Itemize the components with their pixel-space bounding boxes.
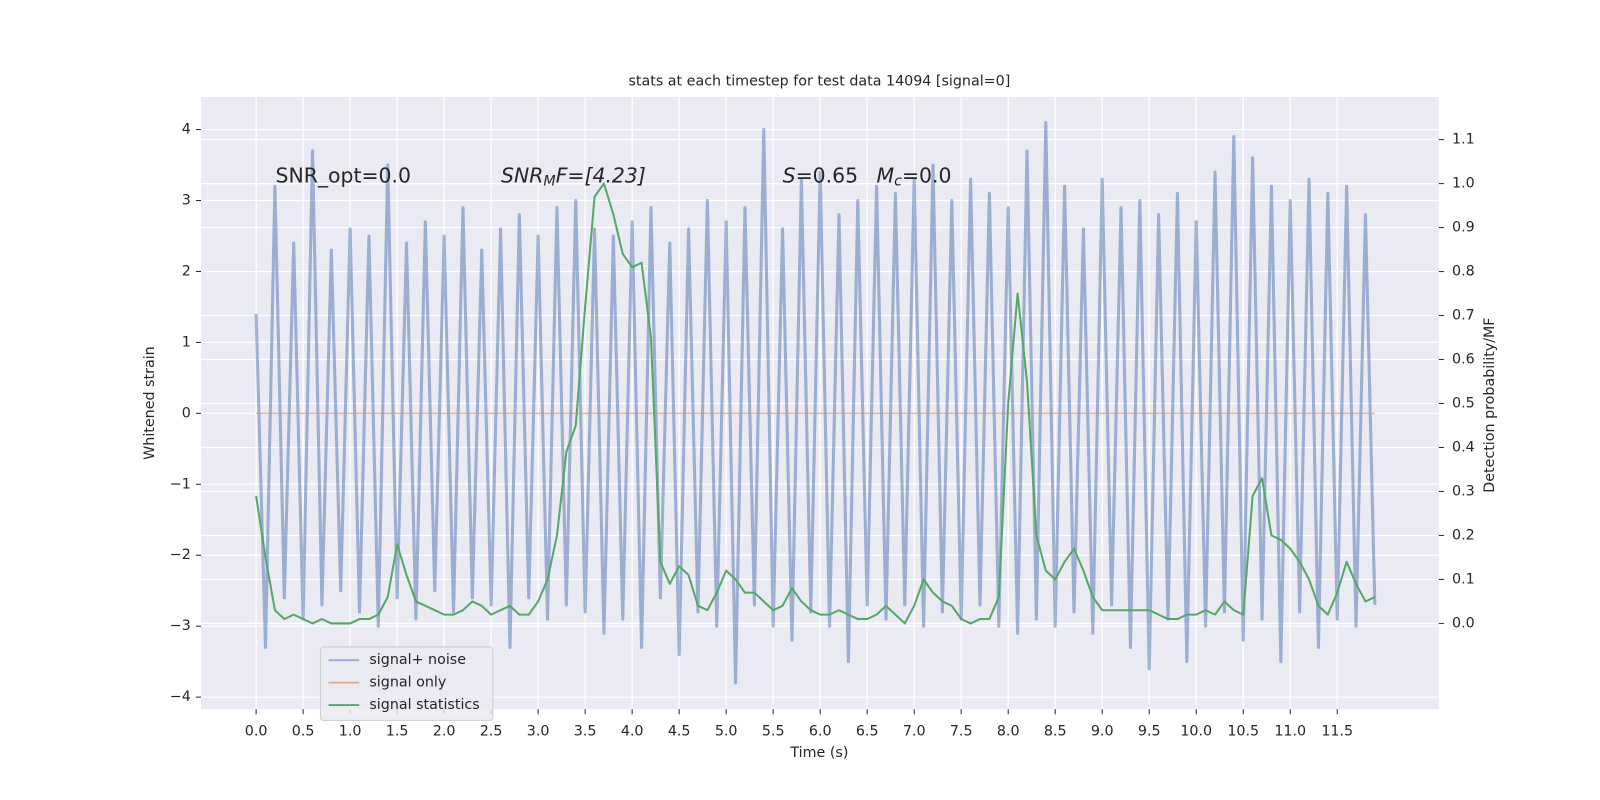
y2-tick-label: 0.5	[1452, 396, 1475, 412]
x-tick-label: 0.5	[292, 724, 315, 740]
x-tick-label: 9.5	[1138, 724, 1161, 740]
legend-label: signal statistics	[369, 697, 479, 713]
y2-tick-label: 0.7	[1452, 308, 1475, 324]
annotation-rest: =0.0	[902, 164, 952, 188]
y-tick-label: −1	[170, 476, 191, 492]
legend-box	[319, 646, 494, 721]
x-tick-label: 11.5	[1321, 724, 1353, 740]
x-tick-label: 8.0	[997, 724, 1020, 740]
annotation-sub: M	[543, 174, 555, 190]
x-tick-label: 0.0	[245, 724, 268, 740]
legend: signal+ noise signal only signal statistic…	[319, 646, 494, 721]
x-tick-label: 9.0	[1091, 724, 1114, 740]
x-tick-label: 6.5	[856, 724, 879, 740]
x-tick-label: 10.0	[1180, 724, 1212, 740]
annotation-text: SNR_opt=0.0	[276, 164, 412, 189]
annotation-sub: c	[894, 174, 902, 190]
plot-lines	[254, 120, 1377, 685]
y-tick-label: 2	[182, 263, 191, 279]
x-tick-label: 2.0	[433, 724, 456, 740]
annotation-base: S	[783, 164, 796, 188]
legend-label: signal only	[369, 675, 446, 691]
x-tick-label: 8.5	[1044, 724, 1067, 740]
y-tick-label: 0	[182, 405, 191, 421]
x-tick-label: 4.0	[621, 724, 644, 740]
overlay: 0.0 0.5 1.0 1.5 2.0 2.5 3.0 3.5 4.0 4.5 5.0 5.5 6.0 6…	[170, 122, 1475, 740]
x-tick-label: 6.0	[809, 724, 832, 740]
x-tick-label: 4.5	[668, 724, 691, 740]
y2-tick-label: 0.2	[1452, 527, 1475, 543]
y2-tick-label: 0.8	[1452, 264, 1475, 280]
y-tick-label: −4	[170, 689, 191, 705]
y2-tick-label: 0.9	[1452, 220, 1475, 236]
series-line	[255, 182, 1376, 625]
x-tick-label: 2.5	[480, 724, 503, 740]
x-tick-label: 11.0	[1274, 724, 1306, 740]
y2-tick-label: 0.3	[1452, 483, 1475, 499]
y2-tick-label: 0.1	[1452, 571, 1475, 587]
x-tick-label: 1.5	[386, 724, 409, 740]
chart-title: stats at each timestep for test data 140…	[628, 74, 1010, 90]
y-tick-label: −3	[170, 618, 191, 634]
annotation: S=0.65	[783, 164, 858, 188]
x-axis-label: Time (s)	[789, 745, 848, 761]
x-tick-label: 5.5	[762, 724, 785, 740]
y2-tick-label: 1.0	[1452, 176, 1475, 192]
x-tick-label: 7.5	[950, 724, 973, 740]
x-tick-label: 1.0	[339, 724, 362, 740]
y-tick-label: −2	[170, 547, 191, 563]
annotation-base: SNR	[501, 164, 543, 188]
series-line	[254, 120, 1377, 685]
y2-tick-label: 0.0	[1452, 615, 1475, 631]
annotation: SNR_opt=0.0	[276, 164, 412, 189]
x-tick-label: 7.0	[903, 724, 926, 740]
x-tick-label: 5.0	[715, 724, 738, 740]
y-tick-label: 3	[182, 193, 191, 209]
x-tick-label: 3.5	[574, 724, 597, 740]
y2-tick-label: 1.1	[1452, 132, 1475, 148]
y-axis-label: Whitened strain	[142, 346, 158, 460]
annotation: Mc=0.0	[877, 164, 952, 190]
y2-axis-label: Detection probability/MF	[1482, 317, 1498, 492]
annotation: SNRMF=[4.23]	[501, 164, 646, 190]
annotation-rest: F=[4.23]	[556, 164, 646, 188]
y2-tick-label: 0.4	[1452, 439, 1475, 455]
y-tick-label: 1	[182, 334, 191, 350]
annotation-base: M	[877, 164, 895, 188]
legend-label: signal+ noise	[369, 652, 466, 668]
y-tick-label: 4	[182, 122, 191, 138]
annotation-rest: =0.65	[796, 164, 859, 188]
x-tick-label: 3.0	[527, 724, 550, 740]
y2-tick-label: 0.6	[1452, 352, 1475, 368]
x-tick-label: 10.5	[1227, 724, 1259, 740]
